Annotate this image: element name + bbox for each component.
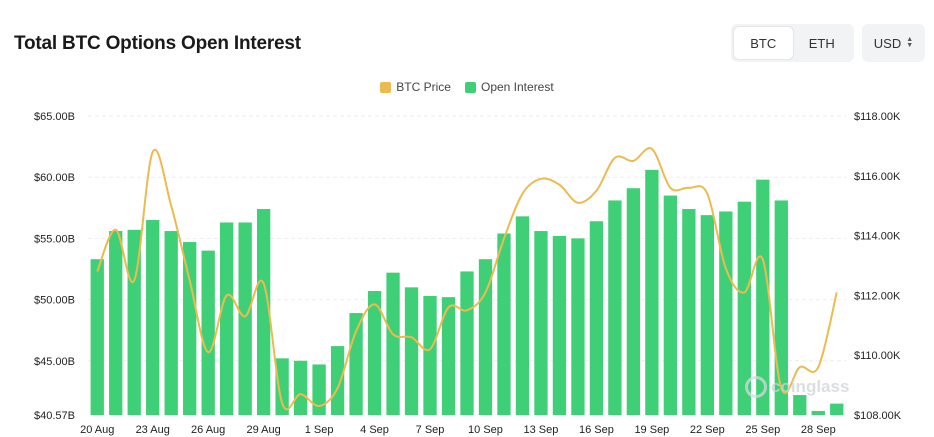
- y-left-tick-label: $50.00B: [34, 295, 75, 307]
- open-interest-bar: [552, 235, 567, 415]
- open-interest-bar: [201, 250, 215, 415]
- x-tick-label: 19 Sep: [634, 424, 669, 436]
- x-tick-label: 23 Aug: [136, 424, 170, 436]
- open-interest-bar: [220, 222, 234, 415]
- x-tick-label: 1 Sep: [305, 424, 334, 436]
- y-left-tick-label: $65.00B: [34, 111, 75, 123]
- y-left-tick-label: $60.00B: [34, 172, 75, 184]
- x-tick-label: 20 Aug: [80, 424, 114, 436]
- x-tick-label: 29 Aug: [247, 424, 281, 436]
- legend-item-open-interest[interactable]: Open Interest: [464, 80, 554, 94]
- open-interest-bar: [349, 313, 363, 415]
- y-right-tick-label: $108.00K: [854, 410, 902, 422]
- open-interest-bar: [386, 272, 400, 415]
- legend-label-open-interest: Open Interest: [480, 80, 554, 94]
- open-interest-bar: [460, 271, 474, 415]
- y-right-tick-label: $110.00K: [854, 350, 901, 362]
- open-interest-bar: [830, 403, 844, 415]
- open-interest-bar: [608, 200, 622, 415]
- open-interest-bar: [793, 395, 807, 415]
- x-tick-label: 7 Sep: [416, 424, 445, 436]
- asset-toggle: BTC ETH: [731, 24, 854, 62]
- open-interest-bar: [127, 229, 141, 415]
- open-interest-bar: [737, 201, 751, 415]
- y-right-tick-label: $116.00K: [854, 171, 901, 183]
- y-left-tick-label: $40.57B: [34, 410, 75, 422]
- open-interest-bar: [515, 216, 530, 415]
- open-interest-bar: [663, 195, 678, 415]
- legend-item-btc-price[interactable]: BTC Price: [380, 80, 451, 94]
- open-interest-bar: [571, 238, 585, 415]
- open-interest-bar: [626, 188, 641, 415]
- legend-label-btc-price: BTC Price: [396, 80, 451, 94]
- currency-value: USD: [873, 35, 902, 51]
- open-interest-bar: [164, 231, 178, 415]
- y-right-tick-label: $118.00K: [854, 111, 901, 123]
- open-interest-bar: [330, 346, 345, 415]
- open-interest-bar: [700, 215, 714, 415]
- open-interest-bar: [183, 242, 197, 415]
- x-tick-label: 4 Sep: [360, 424, 389, 436]
- open-interest-bar: [534, 231, 548, 415]
- open-interest-bar: [645, 169, 659, 415]
- btc-toggle-button[interactable]: BTC: [734, 27, 793, 59]
- open-interest-bar: [719, 211, 733, 415]
- y-left-tick-label: $55.00B: [34, 233, 75, 245]
- eth-toggle-button[interactable]: ETH: [808, 35, 835, 51]
- legend-swatch-open-interest: [464, 81, 476, 93]
- open-interest-bar: [367, 291, 382, 415]
- open-interest-bar: [238, 222, 252, 415]
- open-interest-bar: [423, 295, 437, 415]
- btc-price-line: [96, 147, 838, 411]
- x-tick-label: 26 Aug: [191, 424, 225, 436]
- x-tick-label: 22 Sep: [690, 424, 725, 436]
- y-right-tick-label: $112.00K: [854, 290, 901, 302]
- open-interest-bar: [682, 209, 696, 415]
- watermark-text: coinglass: [771, 377, 850, 396]
- page-title: Total BTC Options Open Interest: [14, 33, 301, 54]
- open-interest-bar: [497, 233, 511, 415]
- open-interest-bar: [312, 364, 326, 415]
- open-interest-bar: [811, 410, 825, 415]
- open-interest-bar: [146, 220, 160, 415]
- x-tick-label: 25 Sep: [745, 424, 780, 436]
- open-interest-bar: [404, 287, 419, 415]
- open-interest-bar: [90, 259, 104, 415]
- open-interest-bar: [256, 209, 271, 415]
- x-tick-label: 28 Sep: [801, 424, 836, 436]
- open-interest-bar: [774, 200, 788, 415]
- x-tick-label: 10 Sep: [468, 424, 503, 436]
- y-right-tick-label: $114.00K: [854, 231, 901, 243]
- open-interest-bar: [589, 221, 604, 415]
- open-interest-bar: [109, 231, 123, 415]
- open-interest-bar: [441, 297, 456, 415]
- open-interest-bar: [293, 360, 308, 415]
- chart-legend: BTC Price Open Interest: [0, 80, 934, 94]
- y-left-tick-label: $45.00B: [34, 356, 75, 368]
- open-interest-bar: [275, 358, 289, 415]
- watermark: coinglass: [745, 376, 849, 398]
- open-interest-bar: [756, 179, 770, 415]
- legend-swatch-btc-price: [380, 81, 392, 93]
- currency-select[interactable]: USD ▲ ▼: [862, 24, 925, 62]
- coinglass-logo-icon: [745, 376, 767, 398]
- chevron-updown-icon: ▲ ▼: [906, 36, 914, 49]
- x-tick-label: 13 Sep: [524, 424, 559, 436]
- x-tick-label: 16 Sep: [579, 424, 614, 436]
